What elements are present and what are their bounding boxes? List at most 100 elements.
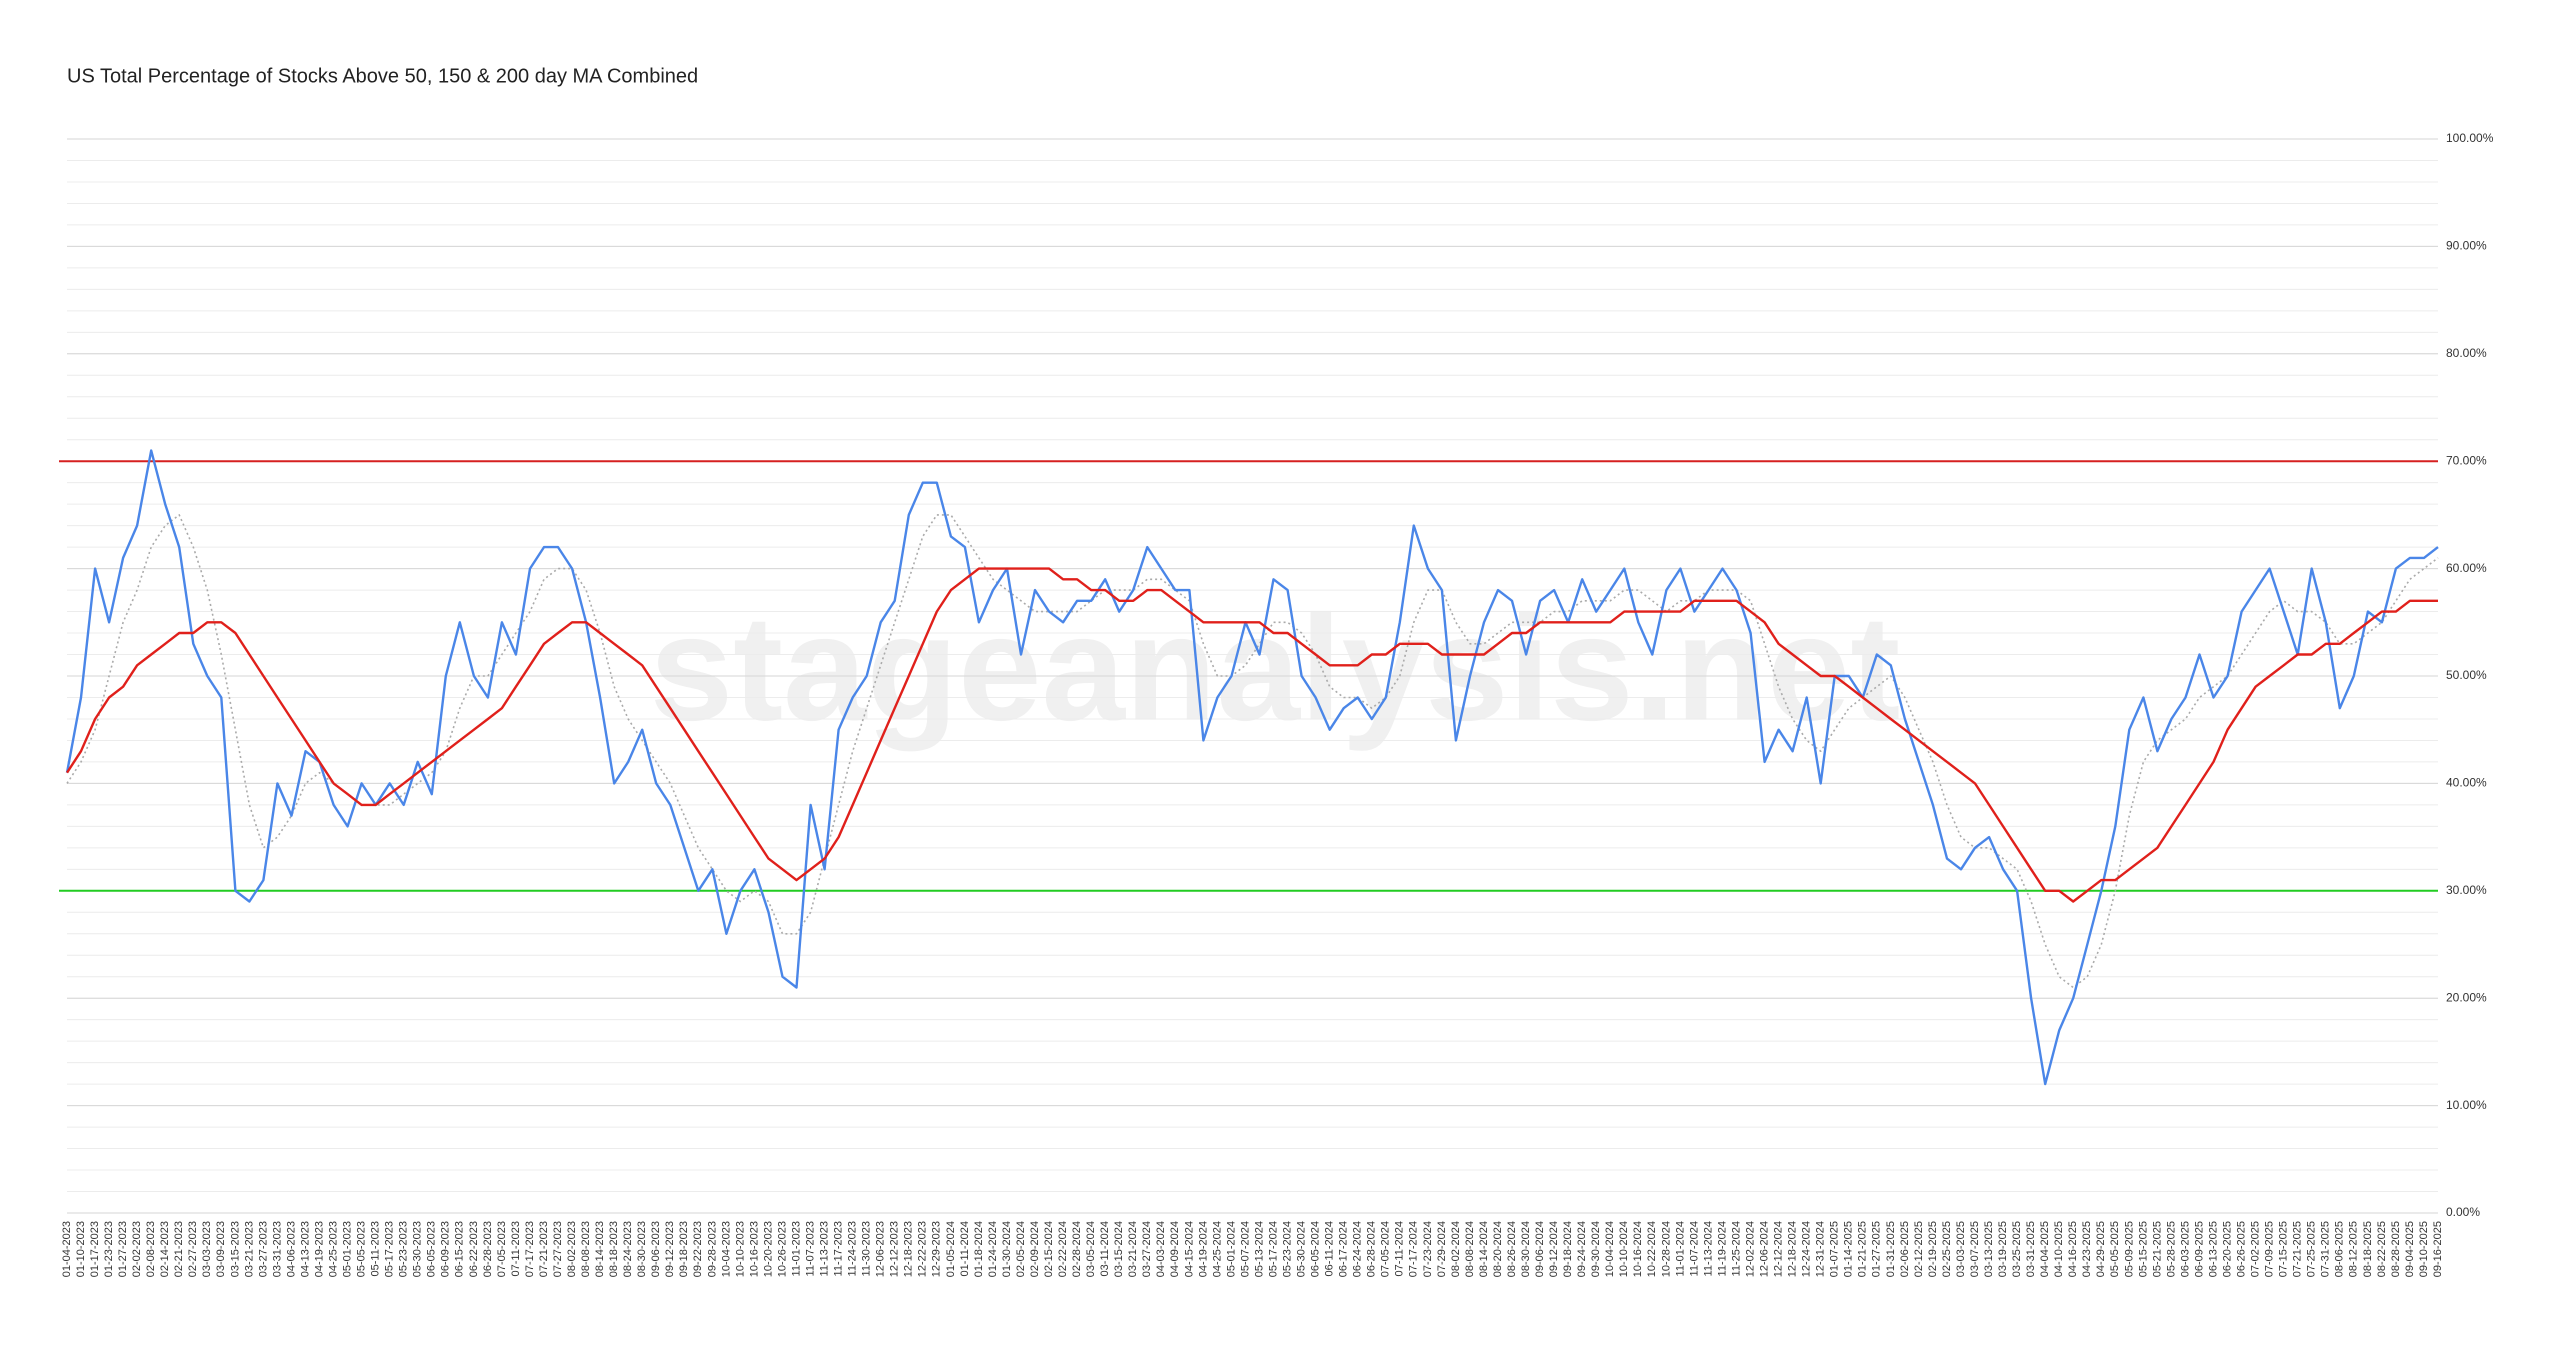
x-tick-label: 12-12-2023 <box>889 1221 901 1277</box>
x-tick-label: 02-15-2024 <box>1043 1221 1055 1277</box>
x-tick-label: 12-18-2023 <box>903 1221 915 1277</box>
x-tick-label: 03-31-2023 <box>271 1221 283 1277</box>
x-tick-label: 11-13-2024 <box>1702 1221 1714 1276</box>
x-tick-label: 05-05-2025 <box>2109 1221 2121 1277</box>
x-tick-label: 11-25-2024 <box>1730 1221 1742 1276</box>
x-tick-label: 02-06-2025 <box>1899 1221 1911 1277</box>
x-tick-label: 02-28-2024 <box>1071 1221 1083 1277</box>
x-tick-label: 02-09-2024 <box>1029 1221 1041 1277</box>
x-tick-label: 03-15-2024 <box>1113 1221 1125 1277</box>
x-tick-label: 10-16-2023 <box>748 1221 760 1277</box>
x-tick-label: 12-22-2023 <box>917 1221 929 1277</box>
x-tick-label: 02-21-2023 <box>173 1221 185 1277</box>
y-tick-label: 90.00% <box>2446 239 2487 253</box>
x-tick-label: 04-25-2023 <box>327 1221 339 1277</box>
x-tick-label: 05-30-2024 <box>1296 1221 1308 1277</box>
x-tick-label: 12-06-2023 <box>875 1221 887 1277</box>
x-tick-label: 03-15-2023 <box>229 1221 241 1277</box>
x-tick-label: 09-12-2023 <box>664 1221 676 1277</box>
x-tick-label: 01-27-2023 <box>117 1221 129 1277</box>
x-tick-label: 07-23-2024 <box>1422 1221 1434 1277</box>
y-tick-label: 100.00% <box>2446 131 2494 145</box>
x-tick-label: 03-27-2023 <box>257 1221 269 1277</box>
x-tick-label: 04-19-2024 <box>1197 1221 1209 1277</box>
x-tick-label: 09-18-2024 <box>1562 1221 1574 1277</box>
x-tick-label: 07-31-2025 <box>2320 1221 2332 1277</box>
x-tick-label: 04-13-2023 <box>299 1221 311 1277</box>
y-tick-label: 80.00% <box>2446 346 2487 360</box>
x-tick-label: 05-05-2023 <box>356 1221 368 1277</box>
x-tick-label: 02-19-2025 <box>1927 1221 1939 1277</box>
x-tick-label: 01-18-2024 <box>973 1221 985 1277</box>
x-tick-label: 08-18-2025 <box>2362 1221 2374 1277</box>
x-tick-label: 08-18-2023 <box>608 1221 620 1277</box>
x-tick-label: 05-13-2024 <box>1253 1221 1265 1277</box>
x-tick-label: 06-05-2024 <box>1310 1221 1322 1277</box>
x-tick-label: 08-06-2025 <box>2334 1221 2346 1277</box>
x-tick-label: 03-19-2025 <box>1997 1221 2009 1277</box>
x-tick-label: 06-03-2025 <box>2179 1221 2191 1277</box>
x-tick-label: 04-23-2025 <box>2081 1221 2093 1277</box>
x-tick-label: 03-27-2024 <box>1141 1221 1153 1277</box>
x-tick-label: 06-28-2023 <box>482 1221 494 1277</box>
x-tick-label: 01-30-2024 <box>1001 1221 1013 1277</box>
x-tick-label: 08-14-2024 <box>1478 1221 1490 1277</box>
x-tick-label: 11-01-2024 <box>1674 1221 1686 1276</box>
x-tick-label: 08-22-2025 <box>2376 1221 2388 1277</box>
x-tick-label: 07-05-2023 <box>496 1221 508 1277</box>
x-tick-label: 08-24-2023 <box>622 1221 634 1277</box>
x-tick-label: 12-29-2023 <box>931 1221 943 1277</box>
x-tick-label: 09-24-2024 <box>1576 1221 1588 1277</box>
x-tick-label: 09-10-2025 <box>2418 1221 2430 1277</box>
x-tick-label: 11-24-2023 <box>847 1221 859 1276</box>
x-tick-label: 10-20-2023 <box>762 1221 774 1277</box>
x-tick-label: 07-21-2025 <box>2292 1221 2304 1277</box>
x-tick-label: 01-14-2025 <box>1843 1221 1855 1277</box>
y-tick-label: 20.00% <box>2446 990 2487 1004</box>
x-tick-label: 01-23-2023 <box>103 1221 115 1277</box>
x-tick-label: 08-20-2024 <box>1492 1221 1504 1277</box>
x-tick-label: 01-04-2023 <box>61 1221 73 1277</box>
x-tick-label: 12-02-2024 <box>1744 1221 1756 1277</box>
x-tick-label: 10-16-2024 <box>1632 1221 1644 1277</box>
x-tick-label: 02-25-2025 <box>1941 1221 1953 1277</box>
x-tick-label: 11-19-2024 <box>1716 1221 1728 1276</box>
y-tick-label: 60.00% <box>2446 561 2487 575</box>
x-tick-label: 09-30-2024 <box>1590 1221 1602 1277</box>
x-tick-label: 06-05-2023 <box>426 1221 438 1277</box>
x-tick-label: 04-04-2025 <box>2039 1221 2051 1277</box>
x-tick-label: 06-28-2024 <box>1366 1221 1378 1277</box>
x-tick-label: 09-16-2025 <box>2432 1221 2444 1277</box>
x-tick-label: 08-30-2024 <box>1520 1221 1532 1277</box>
x-tick-label: 09-28-2023 <box>706 1221 718 1277</box>
x-tick-label: 04-16-2025 <box>2067 1221 2079 1277</box>
x-tick-label: 05-23-2024 <box>1281 1221 1293 1277</box>
x-tick-label: 01-24-2024 <box>987 1221 999 1277</box>
x-tick-label: 06-11-2024 <box>1324 1221 1336 1276</box>
x-tick-label: 12-31-2024 <box>1815 1221 1827 1277</box>
x-tick-label: 03-25-2025 <box>2011 1221 2023 1277</box>
x-tick-label: 05-21-2025 <box>2151 1221 2163 1277</box>
x-tick-label: 11-30-2023 <box>861 1221 873 1276</box>
x-tick-label: 05-17-2024 <box>1267 1221 1279 1277</box>
x-tick-label: 10-04-2023 <box>720 1221 732 1277</box>
y-tick-label: 40.00% <box>2446 776 2487 790</box>
y-tick-label: 10.00% <box>2446 1098 2487 1112</box>
x-tick-label: 03-09-2023 <box>215 1221 227 1277</box>
x-tick-label: 05-01-2023 <box>341 1221 353 1277</box>
x-tick-label: 02-02-2023 <box>131 1221 143 1277</box>
x-tick-label: 08-14-2023 <box>594 1221 606 1277</box>
x-tick-label: 05-01-2024 <box>1225 1221 1237 1277</box>
x-tick-label: 12-18-2024 <box>1787 1221 1799 1277</box>
x-tick-label: 07-02-2025 <box>2250 1221 2262 1277</box>
x-tick-label: 02-05-2024 <box>1015 1221 1027 1277</box>
x-tick-label: 05-28-2025 <box>2165 1221 2177 1277</box>
x-tick-label: 08-02-2023 <box>566 1221 578 1277</box>
x-tick-label: 11-01-2023 <box>790 1221 802 1276</box>
x-tick-label: 11-17-2023 <box>833 1221 845 1276</box>
x-tick-label: 03-21-2024 <box>1127 1221 1139 1277</box>
chart-title: US Total Percentage of Stocks Above 50, … <box>67 65 698 87</box>
x-tick-label: 11-07-2024 <box>1688 1221 1700 1276</box>
